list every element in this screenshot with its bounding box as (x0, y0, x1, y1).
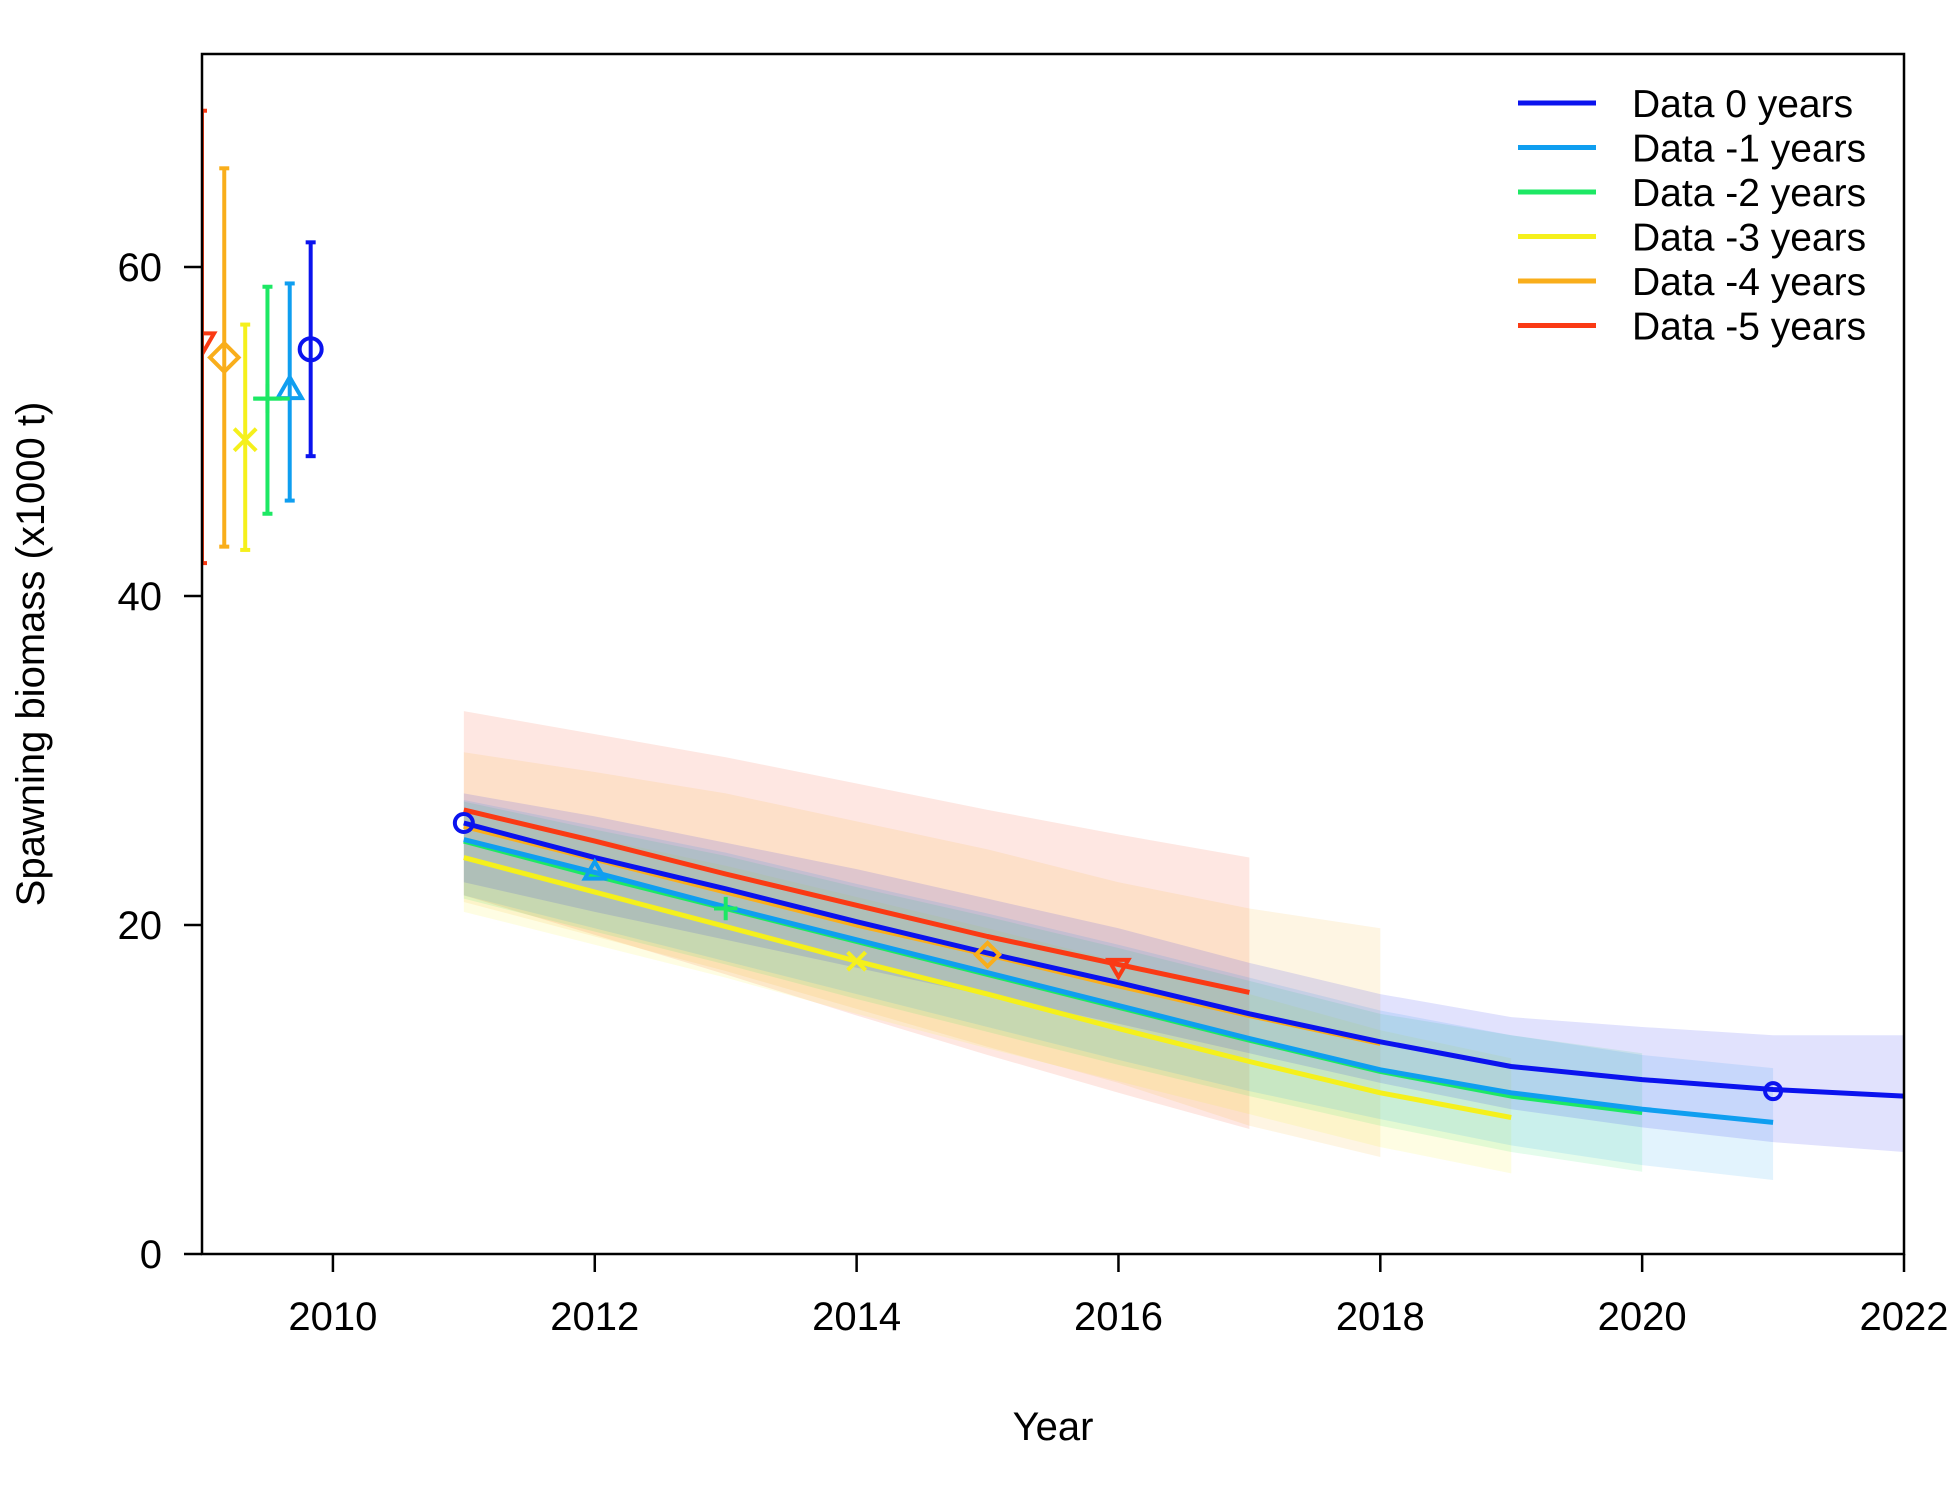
line-data-1-years (463, 837, 1774, 1125)
legend-item-data-3-years: Data -3 years (1518, 217, 1866, 260)
x-tick-label: 2010 (288, 1295, 377, 1339)
legend-label: Data -3 years (1632, 217, 1866, 260)
x-tick-label: 2014 (812, 1295, 901, 1339)
legend-label: Data -4 years (1632, 261, 1866, 304)
errorbar-point-circle (297, 336, 324, 363)
x-tick-label: 2018 (1336, 1295, 1425, 1339)
legend-label: Data 0 years (1632, 83, 1853, 126)
point-data-4-years (973, 940, 1003, 970)
legend-item-data-4-years: Data -4 years (1518, 261, 1866, 304)
legend-item-data-0-years: Data 0 years (1518, 83, 1853, 126)
series-lines (463, 807, 1904, 1125)
legend-item-data-5-years: Data -5 years (1518, 306, 1866, 349)
point-data-2-years (713, 896, 738, 921)
line-data-0-years (463, 820, 1904, 1099)
point-data-5-years (1105, 957, 1132, 981)
point-data-0-years (452, 812, 475, 835)
line-data-3-years (463, 855, 1512, 1120)
errorbar-data-0-years (297, 240, 324, 459)
confidence-bands (463, 711, 1904, 1180)
errorbar-data-5-years (202, 108, 218, 566)
y-tick-label: 60 (118, 246, 163, 290)
end-point-data-0-years (1763, 1081, 1784, 1102)
x-tick-label: 2012 (550, 1295, 639, 1339)
errorbar-data-1-years (274, 281, 306, 503)
errorbar-point-triangle-down (202, 331, 218, 359)
legend-label: Data -5 years (1632, 306, 1866, 349)
x-axis-title: Year (1013, 1405, 1094, 1449)
legend-label: Data -1 years (1632, 128, 1866, 171)
errorbar-point-x (232, 427, 258, 453)
y-axis-title: Spawning biomass (x1000 t) (9, 402, 53, 907)
line-data-5-years (463, 807, 1250, 995)
historical-errorbars (202, 108, 324, 566)
legend-item-data-1-years: Data -1 years (1518, 128, 1866, 171)
x-tick-label: 2022 (1860, 1295, 1949, 1339)
legend-item-data-2-years: Data -2 years (1518, 172, 1866, 215)
y-tick-label: 20 (118, 904, 163, 948)
point-data-1-years (581, 857, 609, 881)
plot-frame (200, 52, 1906, 1256)
band-data-0-years (463, 793, 1904, 1153)
x-tick-label: 2016 (1074, 1295, 1163, 1339)
errorbar-data-3-years (232, 322, 258, 552)
x-tick-label: 2020 (1598, 1295, 1687, 1339)
legend-label: Data -2 years (1632, 172, 1866, 215)
errorbar-data-4-years (207, 166, 242, 549)
x-axis: 2010 2012 2014 2016 2018 2020 2022 (288, 1254, 1948, 1339)
y-tick-label: 40 (118, 575, 163, 619)
point-data-3-years (846, 950, 868, 972)
y-axis: 0 20 40 60 (118, 246, 202, 1277)
y-tick-label: 0 (140, 1233, 162, 1277)
errorbar-point-diamond (207, 340, 242, 375)
series-markers (452, 812, 1784, 1102)
